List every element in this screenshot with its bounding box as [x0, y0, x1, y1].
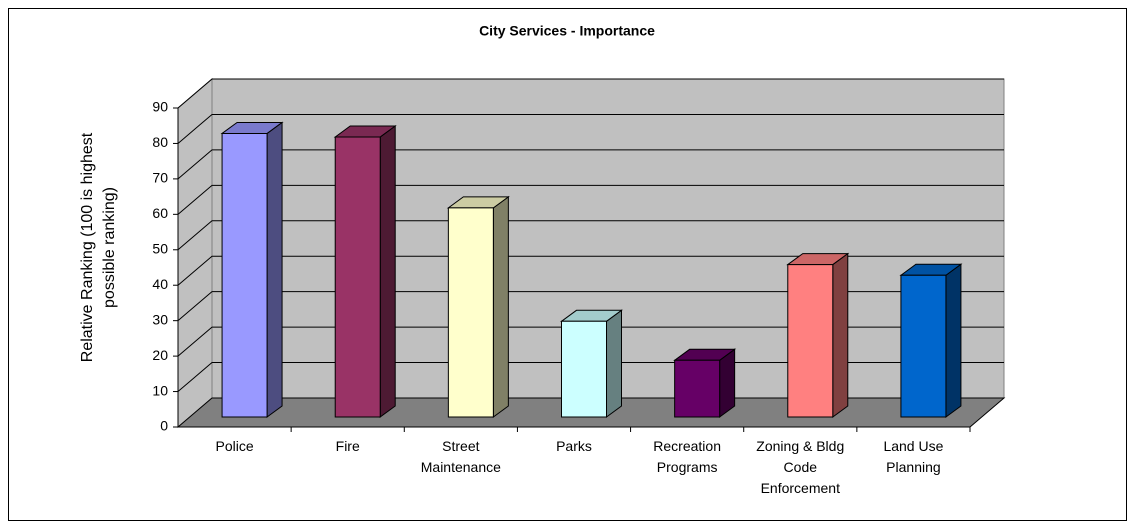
bar-side — [832, 252, 849, 418]
bar-front — [221, 132, 268, 418]
y-tick-label: 30 — [152, 311, 168, 327]
x-tick-label: Street Maintenance — [420, 438, 501, 475]
x-tick-label: Recreation Programs — [653, 438, 721, 475]
x-tick-label: Land Use Planning — [883, 438, 944, 475]
bar-side — [492, 195, 509, 418]
grid-line — [177, 78, 1004, 109]
grid-line — [177, 184, 1004, 215]
y-tick-label: 60 — [152, 205, 168, 221]
grid-line — [177, 220, 1004, 251]
grid-line — [177, 255, 1004, 286]
y-tick-label: 70 — [152, 170, 168, 186]
x-tick-label: Fire — [335, 438, 360, 454]
bar — [673, 348, 737, 418]
x-tick-label: Parks — [556, 438, 592, 454]
bar-front — [561, 320, 607, 418]
bar — [786, 252, 850, 418]
y-tick-label: 20 — [152, 347, 168, 363]
y-tick-label: 90 — [152, 99, 168, 115]
y-tick-label: 40 — [152, 276, 168, 292]
side-wall — [177, 77, 213, 429]
grid-line — [177, 362, 1004, 392]
bar-side — [606, 309, 622, 418]
bar-side — [379, 125, 396, 418]
y-tick-label: 0 — [160, 418, 168, 434]
x-tick-label: Police — [215, 438, 254, 454]
bar — [446, 195, 510, 418]
bar-front — [787, 264, 834, 418]
grid-line — [177, 326, 1004, 357]
bar-front — [334, 136, 381, 418]
x-tick-label: Zoning & Bldg Code Enforcement — [756, 438, 845, 496]
bar-front — [674, 359, 721, 418]
y-tick-label: 80 — [152, 134, 168, 150]
bar — [899, 263, 963, 418]
grid-line — [177, 149, 1004, 180]
chart-title: City Services - Importance — [479, 23, 655, 39]
grid-line — [177, 113, 1004, 144]
bar-side — [266, 121, 283, 418]
y-axis-label: possible ranking) — [101, 187, 118, 308]
grid-line — [177, 291, 1004, 322]
y-axis-label: Relative Ranking (100 is highest — [79, 132, 96, 362]
bar-front — [447, 207, 494, 418]
bar-side — [719, 348, 736, 418]
y-tick-label: 50 — [152, 240, 168, 256]
bar — [559, 309, 624, 418]
bar — [220, 121, 284, 418]
bar — [333, 125, 397, 418]
y-tick-label: 10 — [152, 382, 168, 398]
bar-front — [900, 274, 947, 418]
bar-side — [945, 263, 962, 418]
